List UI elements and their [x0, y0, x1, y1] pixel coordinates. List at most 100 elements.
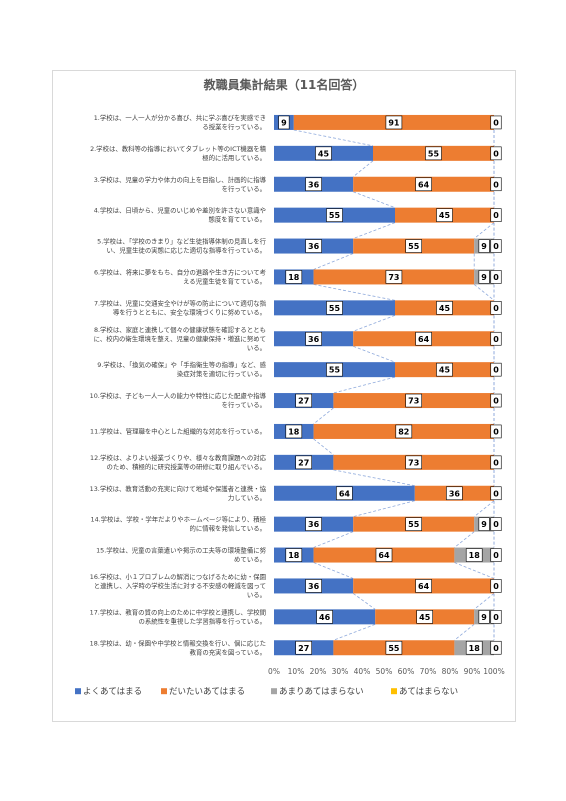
- series-line: [454, 562, 495, 579]
- data-label-box: [285, 548, 303, 562]
- data-label-box: [478, 610, 490, 624]
- x-tick-label: 20%: [310, 667, 327, 676]
- data-label-box: [405, 517, 423, 531]
- x-tick-label: 10%: [288, 667, 305, 676]
- data-label-box: [305, 579, 322, 593]
- data-label: 27: [298, 397, 309, 406]
- data-label: 46: [319, 613, 331, 622]
- data-label-box: [490, 331, 502, 346]
- x-tick-label: 90%: [464, 667, 481, 676]
- x-tick-label: 40%: [354, 667, 371, 676]
- data-label: 55: [388, 644, 400, 653]
- question-label: 12.学校は、よりよい授業づくりや、様々な教育課題への対応のため、積極的に研究授…: [90, 453, 267, 471]
- question-label-line: いる。: [247, 591, 266, 599]
- data-label: 0: [493, 118, 499, 127]
- series-line: [313, 253, 354, 270]
- series-line: [454, 531, 475, 548]
- data-label-box: [478, 270, 490, 284]
- data-label: 0: [493, 551, 499, 560]
- question-label-line: る授業を行っている。: [202, 122, 266, 131]
- series-line: [473, 222, 495, 239]
- question-label: 4.学校は、日頃から、児童のいじめや差別を許さない意識や態度を育てている。: [94, 206, 266, 224]
- data-label-box: [490, 177, 502, 192]
- data-label-box: [385, 115, 403, 130]
- data-label: 45: [439, 366, 451, 375]
- data-label: 45: [439, 304, 451, 313]
- data-label: 36: [308, 180, 320, 189]
- question-label: 17.学校は、教育の質の向上のために中学校と連携し、学校間の系統性を重視した学習…: [90, 607, 266, 625]
- data-label: 0: [493, 242, 499, 251]
- data-label-box: [385, 270, 403, 284]
- question-label-line: めている。: [234, 556, 266, 564]
- series-line: [352, 160, 374, 178]
- series-line: [293, 129, 374, 147]
- data-label-box: [316, 610, 333, 624]
- question-label-line: 6.学校は、将来に夢をもち、自分の進路や生き方について考: [94, 267, 266, 276]
- data-label: 9: [481, 613, 487, 622]
- data-label-box: [405, 393, 423, 408]
- data-label: 91: [388, 118, 400, 127]
- series-line: [333, 469, 415, 487]
- legend-item: あまりあてはまらない: [279, 687, 364, 697]
- data-label-box: [326, 208, 343, 222]
- series-line: [353, 345, 396, 363]
- data-label: 64: [378, 551, 390, 560]
- data-label-box: [326, 301, 343, 315]
- data-label-box: [490, 455, 502, 470]
- question-label: 18.学校は、幼・保園や中学校と情報交換を行い、個に応じた教育の充実を図っている…: [90, 638, 266, 656]
- legend-swatch: [271, 688, 277, 695]
- data-label-box: [285, 270, 303, 284]
- data-label-box: [285, 424, 303, 439]
- data-label-box: [436, 301, 453, 315]
- data-label: 36: [449, 489, 461, 498]
- data-label: 0: [493, 489, 499, 498]
- data-label-box: [305, 517, 322, 531]
- question-label: 6.学校は、将来に夢をもち、自分の進路や生き方について考える児童生徒を育てている…: [94, 267, 266, 285]
- question-label-line: 導を行うとともに、安全な環境づくりに努めている。: [113, 307, 266, 316]
- data-label-box: [405, 455, 423, 470]
- data-label: 27: [298, 458, 309, 467]
- data-label: 55: [408, 520, 420, 529]
- data-label: 55: [428, 149, 440, 158]
- question-label-line: 17.学校は、教育の質の向上のために中学校と連携し、学校間: [90, 607, 266, 616]
- question-label-line: 12.学校は、よりよい授業づくりや、様々な教育課題への対応: [90, 453, 267, 462]
- legend-swatch: [391, 688, 397, 695]
- question-label: 3.学校は、児童の学力や体力の向上を目指し、計画的に指導を行っている。: [94, 175, 267, 193]
- series-line: [333, 376, 396, 394]
- data-label: 82: [398, 427, 409, 436]
- series-line: [353, 314, 396, 332]
- data-label-box: [490, 239, 502, 253]
- data-label: 0: [493, 397, 499, 406]
- question-label-line: 9.学校は、「換気の確保」や「手指衛生等の指導」など、感: [97, 360, 266, 369]
- series-line: [353, 191, 396, 209]
- data-label: 55: [329, 366, 341, 375]
- question-label-line: える児童生徒を育てている。: [183, 276, 266, 285]
- data-label: 36: [308, 520, 320, 529]
- chart-title: 教職員集計結果（11名回答）: [203, 77, 365, 92]
- data-label: 55: [408, 242, 420, 251]
- question-label-line: 3.学校は、児童の学力や体力の向上を目指し、計画的に指導: [94, 175, 267, 184]
- legend-swatch: [75, 688, 81, 695]
- x-tick-label: 60%: [398, 667, 415, 676]
- data-label: 64: [418, 180, 430, 189]
- question-label-line: の系統性を重視した学習指導を行っている。: [139, 616, 267, 625]
- data-label: 0: [493, 520, 499, 529]
- data-label-box: [416, 610, 434, 624]
- data-label: 18: [288, 551, 300, 560]
- data-label: 18: [469, 551, 481, 560]
- data-label-box: [415, 579, 432, 593]
- data-label-box: [425, 146, 442, 161]
- data-label-box: [436, 362, 453, 377]
- series-line: [352, 593, 376, 610]
- data-label-box: [385, 640, 403, 655]
- question-label-line: い、児童生徒の実態に応じた適切な指導を行っている。: [107, 246, 266, 255]
- data-label-box: [415, 331, 432, 346]
- question-label-line: 14.学校は、学校・学年だよりやホームページ等により、積極: [91, 515, 267, 524]
- data-label-box: [490, 208, 502, 222]
- data-label: 0: [493, 427, 499, 436]
- question-label-line: 8.学校は、家庭と連携して個々の健康状態を確認するととも: [94, 325, 266, 334]
- data-label-box: [395, 424, 413, 439]
- data-label-box: [478, 517, 490, 531]
- question-label: 9.学校は、「換気の確保」や「手指衛生等の指導」など、感染症対策を適切に行ってい…: [97, 360, 266, 378]
- question-label-line: のため、積極的に研究授業等の研修に取り組んでいる。: [107, 462, 266, 471]
